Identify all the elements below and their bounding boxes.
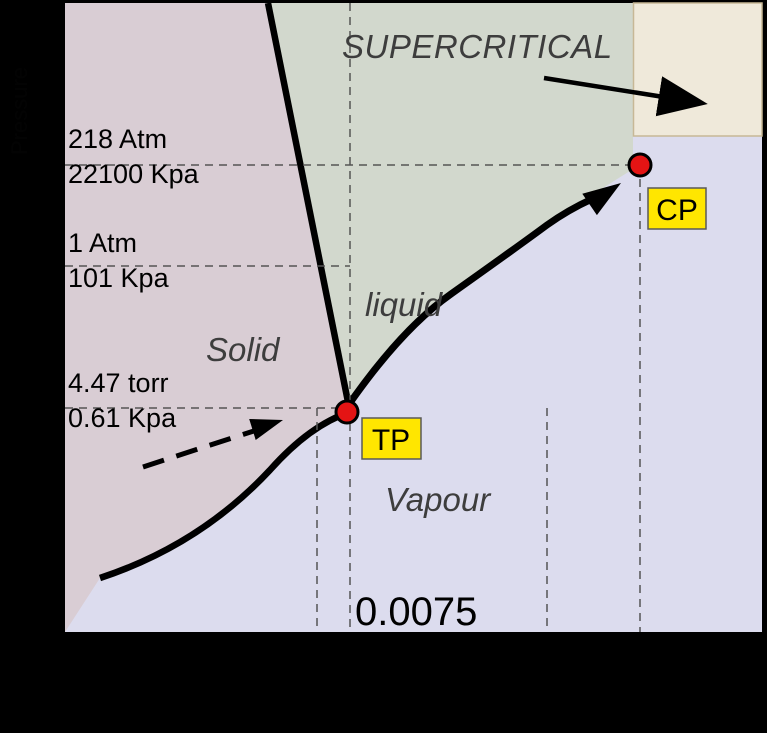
svg-text:TP: TP (372, 424, 410, 457)
svg-text:CP: CP (656, 194, 698, 227)
svg-text:0.0075: 0.0075 (355, 590, 477, 634)
svg-text:Pressure: Pressure (7, 67, 32, 155)
svg-text:Vapour: Vapour (385, 481, 492, 518)
svg-text:218 Atm: 218 Atm (68, 124, 167, 154)
svg-text:liquid: liquid (365, 286, 444, 323)
svg-text:1 Atm: 1 Atm (68, 228, 137, 258)
svg-text:22100 Kpa: 22100 Kpa (68, 159, 200, 189)
svg-text:Solid: Solid (206, 331, 281, 368)
svg-text:4.47 torr: 4.47 torr (68, 368, 169, 398)
svg-text:SUPERCRITICAL: SUPERCRITICAL (342, 28, 613, 65)
svg-text:0.61 Kpa: 0.61 Kpa (68, 403, 177, 433)
svg-text:101 Kpa: 101 Kpa (68, 263, 170, 293)
